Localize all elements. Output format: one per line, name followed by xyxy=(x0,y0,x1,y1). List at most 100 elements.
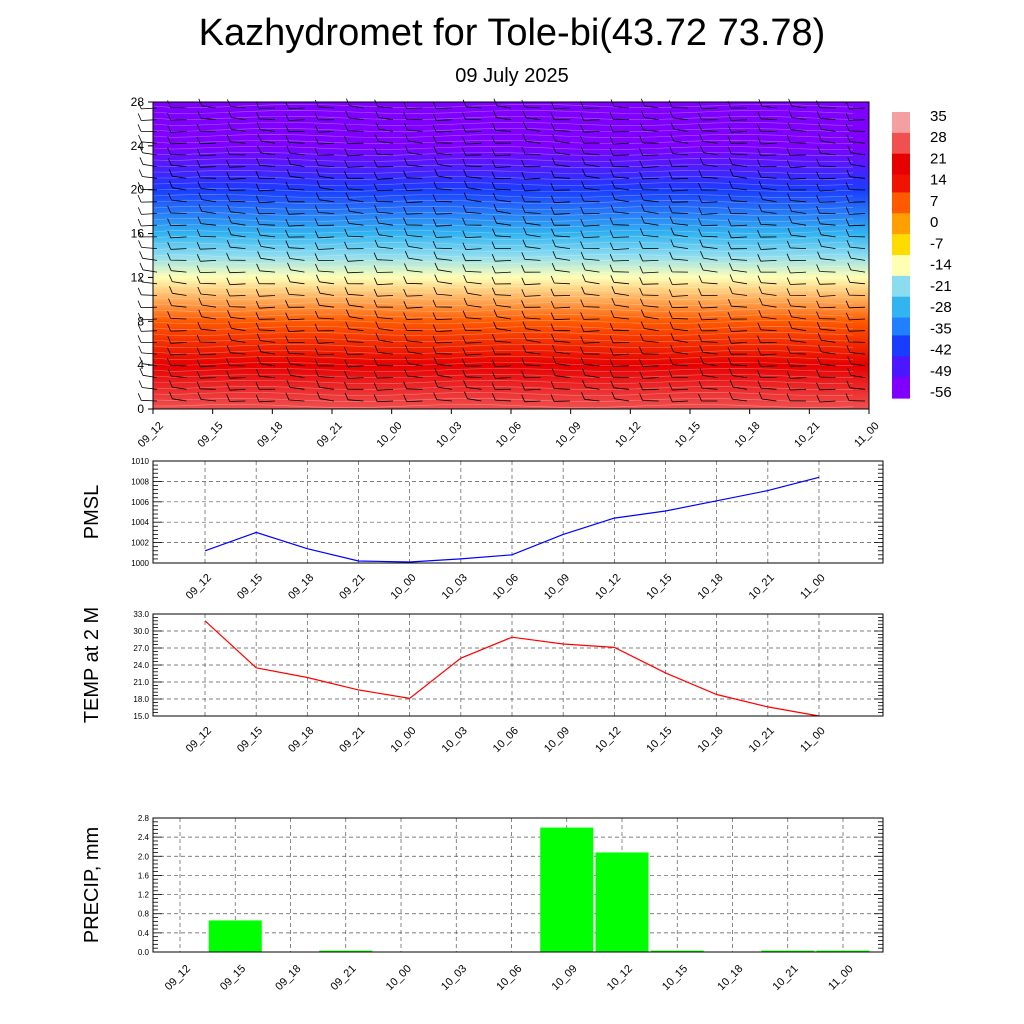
wind-barb xyxy=(167,230,187,239)
wind-barb xyxy=(727,347,748,355)
colorbar-segment xyxy=(892,204,910,208)
wind-barb xyxy=(196,123,217,132)
wind-barb xyxy=(611,192,630,203)
wind-barb xyxy=(581,368,600,378)
wind-barbs xyxy=(137,98,866,403)
wind-barb xyxy=(727,324,748,332)
wind-barb xyxy=(375,122,394,132)
wind-barb xyxy=(403,122,423,132)
wind-barb xyxy=(226,299,246,308)
precip-bar xyxy=(540,827,594,952)
wind-barb xyxy=(817,357,836,367)
wind-barb xyxy=(727,125,748,133)
colorbar-segment xyxy=(892,126,910,131)
wind-barb xyxy=(727,241,748,250)
wind-barb xyxy=(373,358,394,367)
wind-barb xyxy=(373,183,394,192)
precip-y-tick-label: 0.8 xyxy=(138,910,150,919)
wind-barb xyxy=(403,170,423,179)
colorbar-label: -7 xyxy=(930,235,943,252)
wind-barb xyxy=(582,168,600,179)
wind-barb xyxy=(285,181,305,191)
precip-bar xyxy=(208,920,262,952)
wind-barb xyxy=(167,136,187,145)
wind-barb xyxy=(817,227,836,238)
wind-barb xyxy=(700,250,718,261)
wind-barb xyxy=(227,227,246,238)
wind-barb xyxy=(286,169,305,179)
colorbar-segment xyxy=(892,165,910,170)
wind-barb xyxy=(640,309,659,320)
wind-barb xyxy=(698,288,718,296)
wind-barb xyxy=(255,171,276,179)
wind-barb xyxy=(344,136,364,144)
wind-barb xyxy=(639,148,659,156)
wind-barb xyxy=(668,300,689,308)
precip-x-tick-label: 09_15 xyxy=(218,963,248,993)
wind-barb xyxy=(580,135,600,144)
wind-barb xyxy=(759,192,777,203)
heatmap-y-tick-label: 4 xyxy=(137,358,144,372)
wind-barb xyxy=(639,382,659,391)
colorbar-label: 0 xyxy=(930,214,938,231)
wind-barb xyxy=(226,172,246,180)
wind-barb xyxy=(346,204,364,214)
wind-barb xyxy=(668,289,689,297)
colorbar-segment xyxy=(892,275,910,280)
precip-x-tick-label: 11_00 xyxy=(826,963,856,993)
temp-x-tick-label: 10_09 xyxy=(542,725,572,755)
wind-barb xyxy=(198,192,217,203)
temp-x-tick-label: 09_21 xyxy=(337,725,367,755)
colorbar-segment xyxy=(892,392,910,396)
wind-barb xyxy=(609,253,630,262)
wind-barb xyxy=(285,240,305,249)
wind-barb xyxy=(757,217,777,226)
wind-barb xyxy=(432,219,453,227)
wind-barb xyxy=(581,286,600,296)
pmsl-x-tick-label: 09_12 xyxy=(184,572,214,602)
wind-barb xyxy=(403,301,423,309)
wind-barb xyxy=(285,194,305,203)
colorbar-segment xyxy=(892,356,910,360)
wind-barb xyxy=(522,216,541,226)
wind-barb xyxy=(580,346,600,355)
colorbar-segment xyxy=(892,269,910,274)
wind-barb xyxy=(492,298,512,308)
wind-barb xyxy=(464,391,482,402)
colorbar-segment xyxy=(892,272,910,277)
wind-barb xyxy=(757,335,777,344)
colorbar-segment xyxy=(892,260,910,265)
wind-barb xyxy=(845,207,866,215)
pmsl-y-tick-label: 1002 xyxy=(131,539,149,548)
wind-barb xyxy=(375,332,394,343)
wind-barb xyxy=(196,160,217,168)
wind-barb xyxy=(727,311,748,320)
wind-barb xyxy=(167,147,187,156)
wind-barb xyxy=(139,251,158,261)
pmsl-x-tick-label: 10_18 xyxy=(695,572,725,602)
wind-barb xyxy=(669,321,689,332)
precip-x-tick-label: 09_18 xyxy=(273,963,303,993)
wind-barb xyxy=(698,182,718,191)
precip-x-tick-label: 10_21 xyxy=(771,963,801,993)
wind-barb xyxy=(493,110,512,121)
wind-barb xyxy=(462,112,482,121)
wind-barb xyxy=(727,146,748,156)
colorbar-segment xyxy=(892,114,910,119)
heatmap-y-tick-label: 16 xyxy=(131,227,145,241)
wind-barb xyxy=(375,215,394,226)
wind-barb xyxy=(404,250,423,261)
wind-barb xyxy=(846,239,866,249)
wind-barb xyxy=(521,183,541,192)
wind-barb xyxy=(757,148,777,157)
wind-barb xyxy=(344,148,364,157)
wind-barb xyxy=(845,393,866,402)
wind-barb xyxy=(728,357,748,367)
heatmap-x-tick-label: 10_03 xyxy=(434,420,464,450)
wind-barb xyxy=(845,287,866,296)
wind-barb xyxy=(285,218,305,227)
wind-barb xyxy=(580,251,600,261)
wind-barb xyxy=(521,370,541,379)
wind-barb xyxy=(196,359,217,368)
colorbar-segment xyxy=(892,207,910,211)
